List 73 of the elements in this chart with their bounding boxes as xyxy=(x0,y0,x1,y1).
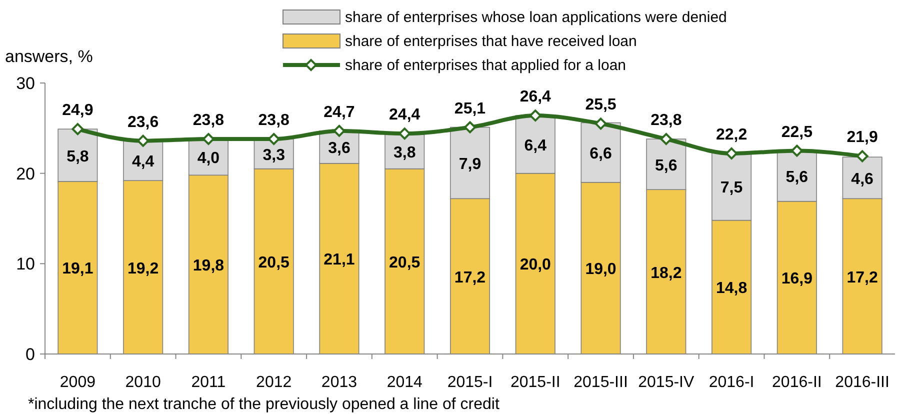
point xyxy=(529,110,542,122)
data-label: 20,5 xyxy=(389,254,420,272)
x-tick-label: 2015-I xyxy=(447,374,493,391)
data-label: 19,0 xyxy=(585,261,616,278)
y-tick-label: 20 xyxy=(16,164,35,184)
data-label: 23,6 xyxy=(128,114,159,131)
data-label: 4,6 xyxy=(851,170,874,188)
data-label: 22,2 xyxy=(716,126,748,144)
x-tick-label: 2013 xyxy=(321,374,358,391)
data-label: 3,8 xyxy=(393,144,416,162)
data-label: 25,1 xyxy=(454,100,486,118)
data-label: 16,9 xyxy=(781,270,813,288)
data-label: 23,8 xyxy=(650,112,682,130)
data-label: 19,2 xyxy=(128,260,159,278)
y-axis-title: answers, % xyxy=(5,47,93,66)
data-label: 24,9 xyxy=(62,102,94,120)
y-tick-label: 0 xyxy=(26,345,35,364)
data-label: 22,5 xyxy=(781,124,813,141)
point xyxy=(202,133,214,146)
point xyxy=(398,128,411,140)
data-label: 25,5 xyxy=(585,96,616,114)
legend-label: share of enterprises that have received loan xyxy=(345,33,637,50)
data-label: 19,1 xyxy=(62,260,94,278)
x-tick-label: 2016-I xyxy=(708,374,754,391)
x-tick-label: 2009 xyxy=(60,374,96,391)
data-label: 26,4 xyxy=(520,88,552,106)
data-label: 24,7 xyxy=(324,104,355,121)
point xyxy=(660,133,672,146)
data-label: 4,4 xyxy=(132,154,154,171)
data-label: 5,6 xyxy=(786,169,808,186)
data-label: 4,0 xyxy=(197,150,220,168)
x-tick-label: 2014 xyxy=(386,374,423,391)
data-label: 7,9 xyxy=(458,156,482,173)
data-label: 7,5 xyxy=(720,179,743,196)
point xyxy=(333,124,346,137)
x-tick-label: 2015-III xyxy=(574,374,628,391)
text: *including the next tranche of the previously opened a line of credit xyxy=(28,396,500,413)
x-tick-label: 2012 xyxy=(256,374,292,391)
data-label: 17,2 xyxy=(454,269,486,286)
data-label: 5,8 xyxy=(66,148,89,166)
point xyxy=(137,134,150,147)
point xyxy=(856,150,868,162)
x-tick-label: 2010 xyxy=(125,374,161,391)
data-label: 21,9 xyxy=(846,129,878,146)
data-label: 20,0 xyxy=(520,256,552,274)
data-label: 3,3 xyxy=(262,146,286,164)
data-label: 6,6 xyxy=(590,146,612,163)
point xyxy=(72,123,84,136)
data-label: 23,8 xyxy=(192,112,224,130)
y-tick-label: 10 xyxy=(16,254,35,274)
x-tick-label: 2015-IV xyxy=(638,374,694,391)
data-label: 24,4 xyxy=(389,106,420,124)
data-label: 6,4 xyxy=(524,137,547,154)
data-label: 14,8 xyxy=(716,280,748,298)
x-tick-label: 2016-II xyxy=(772,374,822,391)
legend-label: share of enterprises that applied for a loan xyxy=(345,57,626,74)
point xyxy=(464,121,476,134)
data-label: 5,6 xyxy=(655,157,678,174)
point xyxy=(726,147,738,160)
y-tick-label: 30 xyxy=(16,74,35,93)
point xyxy=(594,118,607,130)
data-label: 17,2 xyxy=(846,269,878,286)
data-label: 19,8 xyxy=(192,258,224,275)
data-label: 21,1 xyxy=(324,252,355,269)
data-label: 23,8 xyxy=(258,112,290,130)
data-label: 18,2 xyxy=(650,264,682,282)
legend-label: share of enterprises whose loan applications were denied xyxy=(345,9,727,26)
x-tick-label: 2016-III xyxy=(835,374,890,391)
data-label: 20,5 xyxy=(258,254,290,272)
point xyxy=(790,144,803,157)
x-tick-label: 2015-II xyxy=(510,374,560,391)
x-tick-label: 2011 xyxy=(191,374,226,391)
data-label: 3,6 xyxy=(328,140,350,158)
